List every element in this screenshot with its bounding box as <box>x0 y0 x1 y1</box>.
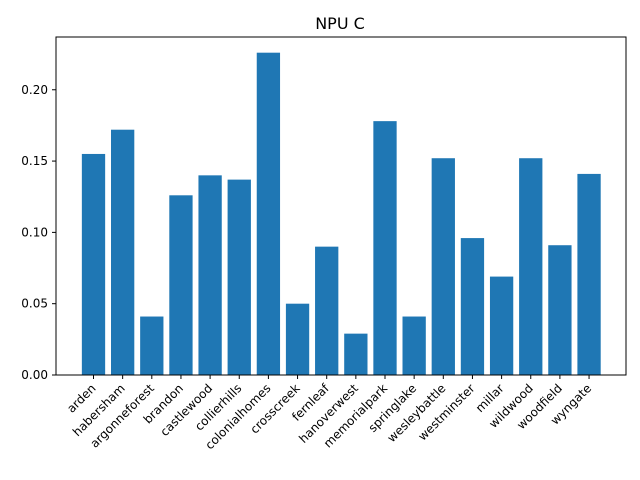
bar-brandon <box>169 195 193 375</box>
bar-collierhills <box>227 179 251 375</box>
bar-wesleybattle <box>431 158 455 375</box>
y-tick-label: 0.05 <box>21 297 48 311</box>
bar-westminster <box>460 238 485 375</box>
bar-fernleaf <box>315 246 339 375</box>
bar-wildwood <box>519 158 543 375</box>
bar-memorialpark <box>373 121 397 375</box>
y-axis: 0.00 0.05 0.10 0.15 0.20 <box>21 83 56 382</box>
bar-crosscreek <box>285 303 310 375</box>
bar-hanoverwest <box>344 333 368 375</box>
y-tick-label: 0.10 <box>21 225 48 239</box>
y-tick-label: 0.20 <box>21 83 48 97</box>
y-tick-label: 0.00 <box>21 368 48 382</box>
bar-castlewood <box>198 175 222 375</box>
bar-habersham <box>111 129 135 375</box>
bar-springlake <box>402 316 426 375</box>
bar-millar <box>489 276 514 375</box>
bar-wyngate <box>577 173 601 375</box>
bar-colonialhomes <box>256 52 281 375</box>
y-tick-label: 0.15 <box>21 154 48 168</box>
bars-group <box>81 52 601 375</box>
bar-arden <box>81 153 106 375</box>
plot-frame <box>55 36 627 376</box>
bar-argonneforest <box>140 316 164 375</box>
bar-woodfield <box>548 245 572 375</box>
chart-title: NPU C <box>315 14 365 33</box>
